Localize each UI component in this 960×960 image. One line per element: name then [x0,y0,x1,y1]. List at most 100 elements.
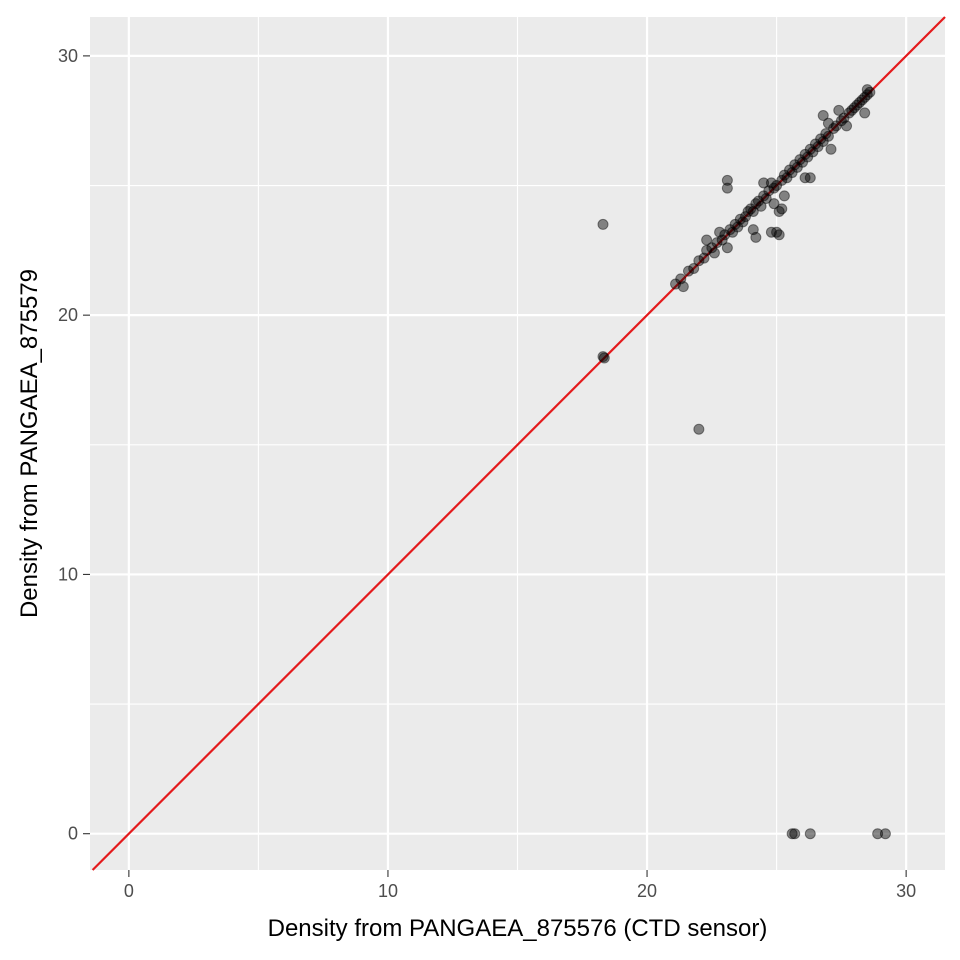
data-point [688,262,700,274]
data-point [799,172,811,184]
data-point [740,211,751,223]
data-point [737,216,749,228]
data-point [706,242,718,254]
data-point [830,120,842,132]
data-point [597,218,609,230]
y-axis-ticks: 0 10 20 30 [58,46,90,844]
data-point [809,138,821,150]
data-point [794,154,806,166]
data-point [760,192,772,204]
x-axis-ticks: 0 10 20 30 [124,870,916,901]
x-tick-label: 10 [378,881,398,901]
data-point [841,120,853,132]
data-point [861,89,873,101]
data-point [670,278,682,290]
data-point [598,352,610,364]
data-point [721,242,733,254]
x-axis-title: Density from PANGAEA_875576 (CTD sensor) [268,915,768,942]
data-points [597,84,891,840]
data-point [721,182,733,194]
data-point [683,265,694,277]
data-point [791,161,803,173]
data-point [745,203,757,215]
data-point [727,226,739,238]
data-point [804,828,816,840]
data-point [872,828,884,840]
data-point [812,141,824,153]
data-point [786,828,798,840]
data-point [776,174,788,186]
data-point [721,174,733,186]
data-point [752,195,764,207]
data-point [708,247,720,259]
y-tick-label: 30 [58,46,78,66]
data-point [848,102,860,114]
data-point [822,117,834,129]
data-point [820,128,832,140]
data-point [771,226,783,238]
x-tick-label: 0 [124,881,134,901]
data-point [758,177,770,189]
data-point [784,164,796,176]
data-point [843,107,855,119]
data-point [693,423,705,435]
data-point [825,143,837,155]
data-point [833,104,845,116]
data-point [802,151,814,163]
data-point [747,205,759,217]
data-point [771,180,783,192]
data-point [781,172,793,184]
data-point [815,133,827,145]
data-point [817,135,829,147]
y-tick-label: 0 [68,824,78,844]
data-point [750,231,762,243]
data-point [677,281,689,293]
major-gridlines [90,17,945,870]
data-point [861,84,873,96]
data-point [765,177,777,189]
data-point [711,237,723,249]
x-tick-label: 30 [896,881,916,901]
y-tick-label: 10 [58,564,78,584]
data-point [675,273,687,285]
data-point [799,148,811,160]
data-point [597,351,609,363]
x-tick-label: 20 [637,881,657,901]
data-point [804,143,816,155]
data-point [846,104,858,116]
data-point [856,94,868,106]
data-point [859,91,871,103]
data-point [797,156,808,168]
data-point [822,130,834,142]
data-point [854,97,865,109]
data-point [789,828,801,840]
data-point [716,234,728,246]
data-point [768,198,780,210]
data-point [835,115,847,127]
data-point [807,146,819,158]
data-point [750,198,762,210]
data-point [693,255,705,267]
data-point [758,190,770,202]
data-point [864,86,876,98]
y-axis-title: Density from PANGAEA_875579 [16,269,43,618]
data-point [786,167,798,179]
data-point [768,182,780,194]
data-point [859,107,871,119]
data-point [838,112,850,124]
y-tick-label: 20 [58,305,78,325]
data-point [729,218,741,230]
data-point [776,203,788,215]
data-point [778,169,790,181]
data-point [701,244,713,256]
data-point [742,205,754,217]
data-point [763,185,775,197]
data-point [747,224,759,236]
data-point [755,200,767,212]
data-point [773,205,785,217]
data-point [698,252,710,264]
data-point [773,229,785,241]
data-point [714,226,726,238]
data-point [828,122,840,134]
data-point [804,172,816,184]
